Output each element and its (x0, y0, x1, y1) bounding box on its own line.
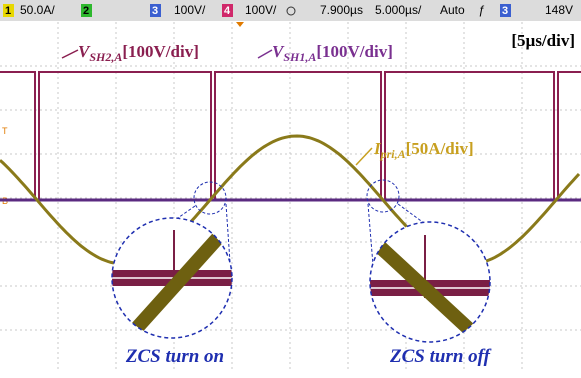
subscript: SH2,A (89, 50, 122, 64)
arrow (258, 50, 272, 58)
scale: [100V/div] (316, 42, 393, 61)
ch3-scale: 100V/ (174, 3, 206, 17)
ch4-scale: 100V/ (245, 3, 277, 17)
scope-screenshot: 1 50.0A/ 2 3 100V/ 4 100V/ 7.900µs 5.000… (0, 0, 581, 378)
subscript: SH1,A (283, 50, 316, 64)
trigger-symbol: ƒ (478, 3, 485, 17)
trigger-level: 148V (545, 3, 573, 17)
delay: 7.900µs (320, 3, 363, 17)
ch1-scale: 50.0A/ (20, 3, 55, 17)
grid (0, 22, 581, 370)
scale: [50A/div] (406, 139, 474, 158)
zoom-on (110, 216, 234, 340)
ch3-number: 3 (152, 5, 158, 17)
timebase: 5.000µs/ (375, 3, 422, 17)
trigger-position (236, 22, 244, 27)
trigger-marker: T (2, 126, 8, 136)
arrow (356, 148, 372, 165)
vsh2-label: VSH2,A[100V/div] (78, 42, 199, 64)
ipri-label: Ipri,A[50A/div] (373, 139, 474, 161)
zcs-on-label: ZCS turn on (125, 346, 224, 367)
ch4-number: 4 (224, 5, 231, 17)
zoom-link (368, 204, 373, 265)
trigger-channel: 3 (502, 5, 508, 17)
timebase-label: [5µs/div] (511, 31, 575, 50)
arrow (62, 50, 78, 58)
mode: Auto (440, 3, 465, 17)
zoom-off (368, 220, 492, 344)
zcs-off-label: ZCS turn off (389, 346, 492, 367)
ch1-number: 1 (5, 5, 11, 17)
zoom-source-off (367, 180, 399, 212)
subscript: pri,A (380, 147, 406, 161)
ch2-number: 2 (83, 5, 89, 17)
vsh1-label: VSH1,A[100V/div] (272, 42, 393, 64)
scale: [100V/div] (122, 42, 199, 61)
